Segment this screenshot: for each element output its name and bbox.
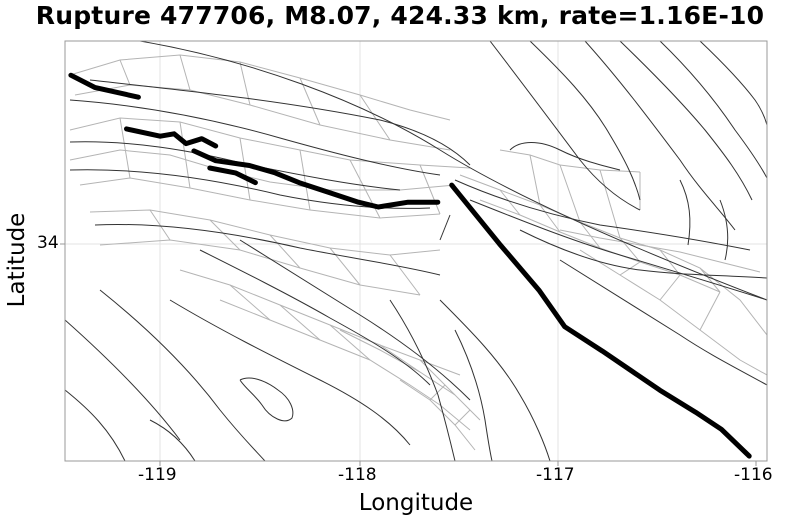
rupture-trace xyxy=(68,72,141,100)
fault-trace xyxy=(65,319,181,441)
fault-surface xyxy=(69,117,471,169)
fault-surface xyxy=(579,249,767,376)
fault-trace xyxy=(489,41,641,211)
fault-trace xyxy=(94,223,441,276)
rupture-trace xyxy=(124,126,219,149)
fault-trace xyxy=(199,249,431,386)
rupture-trace xyxy=(191,148,441,210)
fault-trace xyxy=(619,41,753,201)
fault-trace xyxy=(509,142,621,171)
rupture-trace xyxy=(207,165,258,186)
fault-trace xyxy=(529,41,641,201)
fault-trace xyxy=(679,179,691,246)
fault-trace xyxy=(239,377,294,422)
fault-trace xyxy=(469,199,767,301)
fault-surface xyxy=(559,229,761,273)
fault-trace xyxy=(89,79,471,166)
x-tick-label: -118 xyxy=(338,465,377,485)
fault-trace xyxy=(239,239,471,401)
x-tick-label: -117 xyxy=(536,465,575,485)
x-tick-label: -116 xyxy=(734,465,773,485)
fault-trace xyxy=(439,214,451,241)
fault-trace xyxy=(719,199,729,261)
tick-marks xyxy=(60,243,757,466)
fault-trace xyxy=(169,299,411,446)
fault-trace xyxy=(519,229,767,279)
fault-trace xyxy=(99,289,266,461)
fault-trace xyxy=(699,41,767,126)
fault-trace xyxy=(65,389,126,461)
fault-traces xyxy=(65,41,767,461)
fault-trace xyxy=(559,259,767,386)
fault-surface-cross-hatches xyxy=(119,54,721,426)
rupture-trace xyxy=(449,182,752,459)
plot-frame xyxy=(64,40,768,462)
fault-trace xyxy=(454,329,493,461)
x-axis-label: Longitude xyxy=(358,490,474,516)
fault-trace xyxy=(389,299,456,461)
fault-trace xyxy=(439,299,551,461)
fault-trace xyxy=(659,41,767,179)
fault-surface xyxy=(69,54,451,121)
fault-trace xyxy=(454,179,751,251)
y-tick-label: 34 xyxy=(37,233,59,253)
x-tick-label: -119 xyxy=(138,465,177,485)
y-axis-label: Latitude xyxy=(4,212,30,308)
fault-trace xyxy=(69,99,441,176)
chart-title: Rupture 477706, M8.07, 424.33 km, rate=1… xyxy=(35,1,765,30)
rupture-traces xyxy=(68,72,752,459)
fault-trace xyxy=(584,41,736,231)
fault-trace xyxy=(149,419,196,461)
fault-trace xyxy=(139,41,767,301)
